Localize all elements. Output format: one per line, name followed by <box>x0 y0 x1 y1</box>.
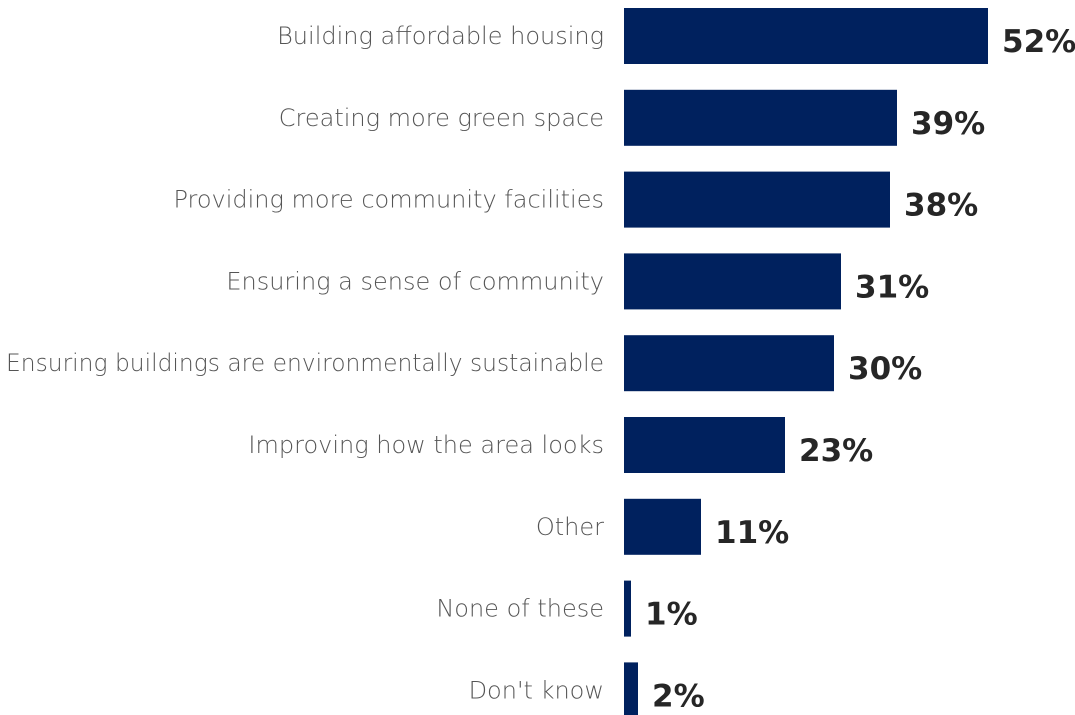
value-label-ensuring-buildings-are-environmentally-sustainable: 30% <box>848 351 922 387</box>
value-label-providing-more-community-facilities: 38% <box>904 188 978 224</box>
bar-don-t-know <box>624 662 638 715</box>
bars-layer <box>624 8 988 715</box>
value-label-building-affordable-housing: 52% <box>1002 24 1075 60</box>
bar-building-affordable-housing <box>624 8 988 64</box>
value-label-creating-more-green-space: 39% <box>911 106 985 142</box>
value-label-ensuring-a-sense-of-community: 31% <box>855 269 929 305</box>
bar-improving-how-the-area-looks <box>624 417 785 473</box>
bar-ensuring-buildings-are-environmentally-sustainable <box>624 335 834 392</box>
value-label-don-t-know: 2% <box>652 678 705 714</box>
value-label-none-of-these: 1% <box>645 597 698 633</box>
category-label-other: Other <box>536 513 604 541</box>
bar-none-of-these <box>624 580 631 637</box>
bar-other <box>624 498 701 555</box>
category-label-improving-how-the-area-looks: Improving how the area looks <box>248 431 604 459</box>
category-label-ensuring-buildings-are-environmentally-sustainable: Ensuring buildings are environmentally s… <box>6 349 604 377</box>
category-label-building-affordable-housing: Building affordable housing <box>277 22 604 50</box>
category-label-none-of-these: None of these <box>436 595 604 623</box>
category-label-creating-more-green-space: Creating more green space <box>279 104 604 132</box>
bar-creating-more-green-space <box>624 89 897 146</box>
category-label-don-t-know: Don't know <box>469 676 604 704</box>
value-label-improving-how-the-area-looks: 23% <box>799 433 873 469</box>
category-label-providing-more-community-facilities: Providing more community facilities <box>173 186 604 214</box>
bar-ensuring-a-sense-of-community <box>624 253 841 310</box>
bar-providing-more-community-facilities <box>624 171 890 228</box>
category-label-ensuring-a-sense-of-community: Ensuring a sense of community <box>226 267 604 295</box>
value-labels-layer: 52% 39% 38% 31% 30% 23% 11% 1% 2% <box>645 24 1075 714</box>
value-label-other: 11% <box>715 515 789 551</box>
category-labels-layer: Building affordable housing Creating more… <box>6 22 604 704</box>
